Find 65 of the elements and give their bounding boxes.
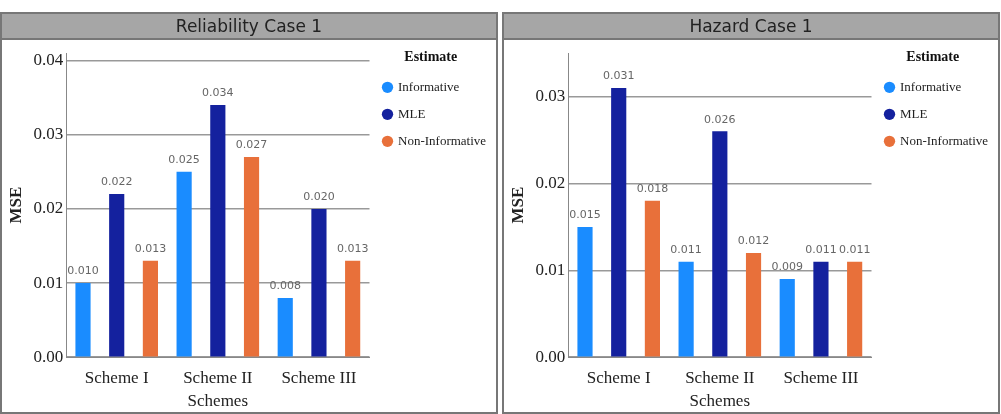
chart-title: Reliability Case 1 [2,14,496,40]
chart-title: Hazard Case 1 [504,14,998,40]
data-label: 0.022 [100,175,133,189]
bar [277,297,293,357]
y-tick-label: 0.00 [535,346,566,366]
bar [75,283,91,357]
data-label: 0.027 [235,138,268,152]
y-tick-label: 0.00 [33,346,64,366]
legend-label: MLE [900,105,928,121]
x-tick-label: Scheme I [84,367,149,387]
data-label: 0.015 [569,208,601,222]
x-tick-label: Scheme II [685,367,755,387]
data-label: 0.031 [602,69,635,83]
data-label: 0.013 [336,242,369,256]
data-label: 0.018 [636,182,669,196]
y-axis-title: MSE [507,186,527,224]
bar [611,87,627,357]
y-tick-label: 0.03 [535,86,566,106]
legend-label: Non-Informative [398,132,487,148]
bar [176,171,192,357]
data-label: 0.011 [838,243,871,257]
data-label: 0.009 [771,260,803,274]
y-tick-label: 0.02 [535,172,566,192]
bar [345,260,361,357]
x-tick-label: Scheme II [183,367,253,387]
bar [311,208,327,357]
bar [779,279,795,357]
legend-label: Non-Informative [900,132,989,148]
bar [745,252,762,357]
data-label: 0.020 [303,190,335,204]
x-tick-label: Scheme III [281,367,357,387]
x-tick-label: Scheme I [586,367,651,387]
bar [577,226,593,357]
data-label: 0.008 [269,279,301,293]
bar [142,260,158,357]
legend-label: Informative [398,78,460,94]
data-label: 0.025 [168,153,200,167]
data-label: 0.011 [805,243,837,257]
legend-title: Estimate [906,48,960,64]
bar [109,194,125,357]
data-label: 0.012 [737,234,770,248]
bar [644,200,660,357]
legend-label: Informative [900,78,962,94]
y-tick-label: 0.02 [33,198,64,218]
legend-label: MLE [398,105,426,121]
x-axis-title: Schemes [187,391,249,411]
bar [243,157,260,357]
x-tick-label: Scheme III [783,367,859,387]
data-label: 0.011 [670,243,702,257]
bar [813,261,829,357]
y-axis-title: MSE [5,186,25,224]
y-tick-label: 0.04 [33,50,64,70]
data-label: 0.010 [67,264,99,278]
data-label: 0.034 [202,86,234,100]
bar [678,261,694,357]
x-axis-title: Schemes [689,391,751,411]
legend-title: Estimate [404,48,458,64]
y-tick-label: 0.01 [535,259,566,279]
data-label: 0.026 [704,112,736,126]
bar [210,105,226,357]
y-tick-label: 0.03 [33,124,64,144]
y-tick-label: 0.01 [33,272,64,292]
bar [847,261,863,357]
data-label: 0.013 [134,242,167,256]
bar [712,131,728,357]
